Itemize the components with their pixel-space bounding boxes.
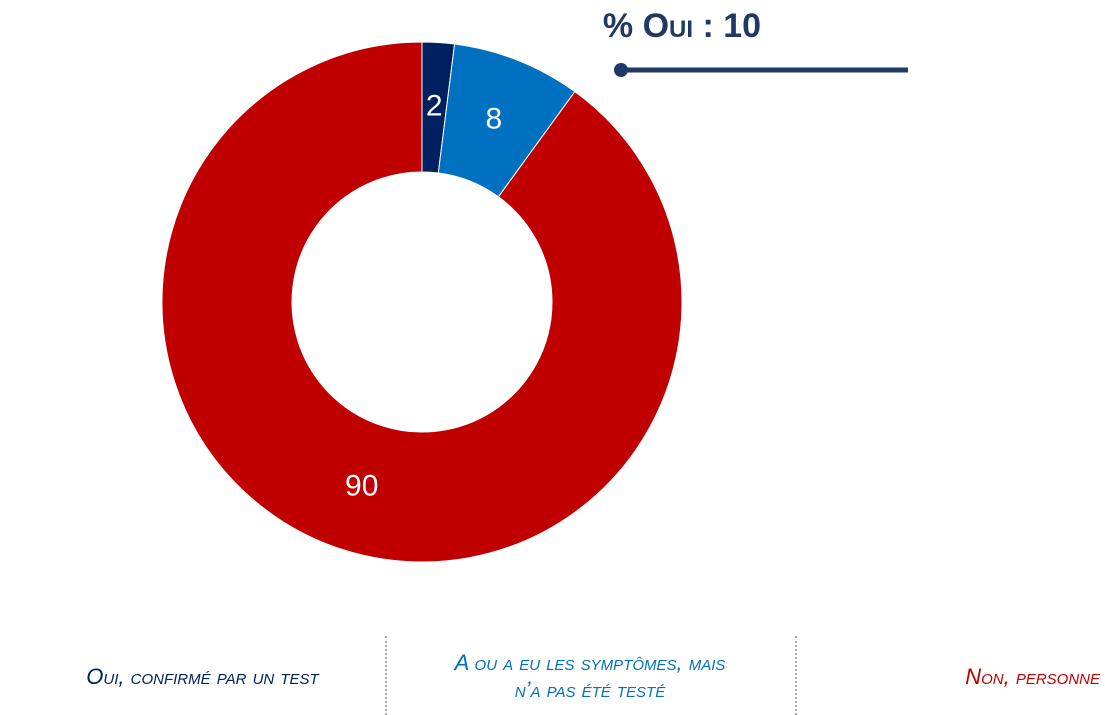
legend-entry: A ou a eu les symptômes, mais n’a pas ét…	[454, 650, 726, 702]
slice-label: 2	[426, 89, 443, 122]
slice-label: 8	[485, 103, 502, 136]
legend-separator	[385, 636, 387, 715]
slice-label: 90	[345, 469, 378, 502]
callout-text: % Oui : 10	[603, 7, 761, 45]
legend-separator	[795, 636, 797, 715]
legend-entry: Non, personne	[965, 663, 1100, 689]
legend-entry: Oui, confirmé par un test	[86, 663, 319, 689]
donut-slice	[161, 41, 683, 563]
